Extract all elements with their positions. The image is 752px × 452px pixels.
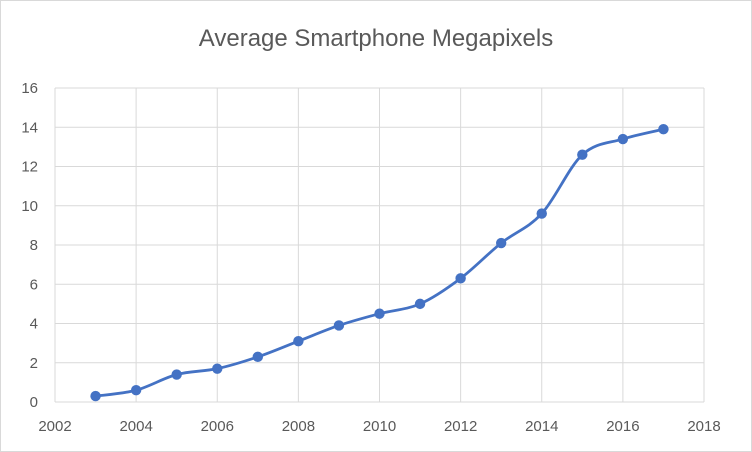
data-point	[414, 298, 426, 310]
data-point	[333, 320, 345, 331]
x-tick-label: 2010	[363, 418, 396, 435]
data-point	[495, 237, 507, 249]
data-point	[171, 369, 182, 380]
y-tick-label: 12	[21, 159, 38, 176]
data-point	[455, 273, 466, 284]
y-tick-label: 8	[30, 237, 38, 254]
y-tick-label: 0	[30, 394, 38, 411]
y-tick-label: 10	[21, 198, 38, 215]
data-point	[536, 208, 547, 219]
y-tick-label: 16	[21, 80, 38, 97]
y-tick-label: 14	[21, 119, 38, 136]
chart-title: Average Smartphone Megapixels	[198, 25, 554, 52]
x-tick-label: 2016	[606, 418, 639, 435]
data-point	[577, 149, 588, 160]
data-point	[374, 308, 385, 319]
x-tick-label: 2014	[525, 418, 558, 435]
x-tick-label: 2002	[38, 418, 71, 435]
x-tick-label: 2008	[282, 418, 315, 435]
data-point	[658, 124, 669, 135]
data-point	[293, 335, 304, 347]
data-point	[252, 351, 264, 363]
x-tick-label: 2004	[119, 418, 152, 435]
x-tick-label: 2018	[687, 418, 720, 435]
data-point	[130, 385, 142, 396]
data-point	[617, 133, 629, 145]
y-tick-label: 2	[30, 355, 38, 372]
x-tick-label: 2006	[201, 418, 234, 435]
x-tick-label: 2012	[444, 418, 477, 435]
y-tick-label: 4	[30, 316, 38, 333]
data-point	[90, 390, 101, 402]
data-point	[212, 363, 223, 374]
y-tick-label: 6	[30, 276, 38, 293]
